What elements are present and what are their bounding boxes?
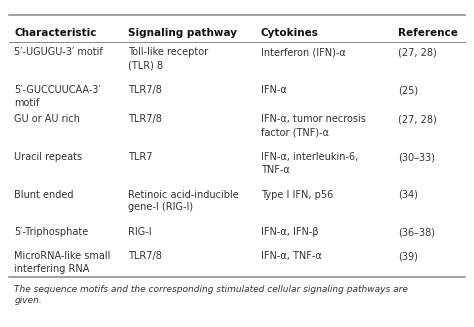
Text: GU or AU rich: GU or AU rich	[14, 114, 80, 125]
Text: Signaling pathway: Signaling pathway	[128, 28, 237, 38]
Text: IFN-α, TNF-α: IFN-α, TNF-α	[261, 251, 321, 261]
Text: (27, 28): (27, 28)	[398, 47, 437, 58]
Text: 5′-UGUGU-3′ motif: 5′-UGUGU-3′ motif	[14, 47, 103, 58]
Text: TLR7/8: TLR7/8	[128, 114, 162, 125]
Text: IFN-α, tumor necrosis
factor (TNF)-α: IFN-α, tumor necrosis factor (TNF)-α	[261, 114, 365, 137]
Text: 5′-GUCCUUCAA-3′
motif: 5′-GUCCUUCAA-3′ motif	[14, 85, 101, 108]
Text: (39): (39)	[398, 251, 418, 261]
Text: 5′-Triphosphate: 5′-Triphosphate	[14, 227, 89, 237]
Text: MicroRNA-like small
interfering RNA: MicroRNA-like small interfering RNA	[14, 251, 110, 274]
Text: Uracil repeats: Uracil repeats	[14, 152, 82, 162]
Text: Cytokines: Cytokines	[261, 28, 319, 38]
Text: (27, 28): (27, 28)	[398, 114, 437, 125]
Text: (30–33): (30–33)	[398, 152, 435, 162]
Text: (36–38): (36–38)	[398, 227, 435, 237]
Text: IFN-α, IFN-β: IFN-α, IFN-β	[261, 227, 319, 237]
Text: Toll-like receptor
(TLR) 8: Toll-like receptor (TLR) 8	[128, 47, 208, 70]
Text: Reference: Reference	[398, 28, 458, 38]
Text: Retinoic acid-inducible
gene-I (RIG-I): Retinoic acid-inducible gene-I (RIG-I)	[128, 190, 239, 213]
Text: Blunt ended: Blunt ended	[14, 190, 74, 200]
Text: (25): (25)	[398, 85, 418, 95]
Text: IFN-α, interleukin-6,
TNF-α: IFN-α, interleukin-6, TNF-α	[261, 152, 358, 175]
Text: TLR7/8: TLR7/8	[128, 85, 162, 95]
Text: Characteristic: Characteristic	[14, 28, 97, 38]
Text: (34): (34)	[398, 190, 418, 200]
Text: RIG-I: RIG-I	[128, 227, 152, 237]
Text: Type I IFN, p56: Type I IFN, p56	[261, 190, 333, 200]
Text: TLR7/8: TLR7/8	[128, 251, 162, 261]
Text: IFN-α: IFN-α	[261, 85, 286, 95]
Text: The sequence motifs and the corresponding stimulated cellular signaling pathways: The sequence motifs and the correspondin…	[14, 285, 408, 305]
Text: Interferon (IFN)-α: Interferon (IFN)-α	[261, 47, 346, 58]
Text: TLR7: TLR7	[128, 152, 153, 162]
